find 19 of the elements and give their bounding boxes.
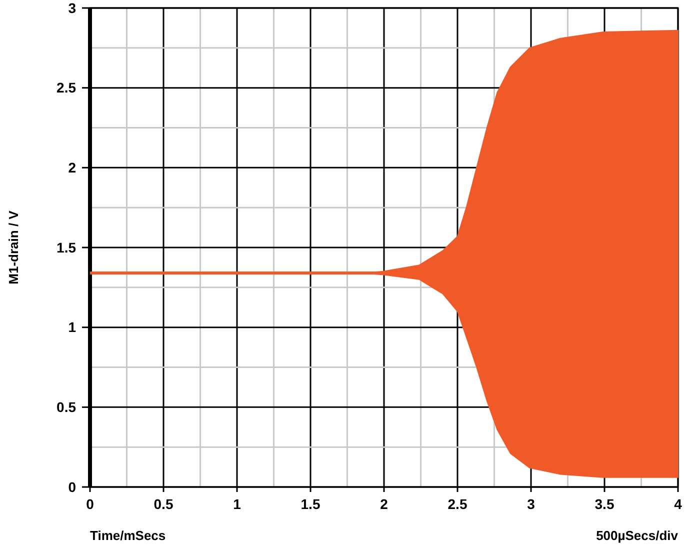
x-tick-label: 2.5 xyxy=(448,496,468,512)
y-axis-title: M1-drain / V xyxy=(6,210,21,284)
y-tick-label: 0.5 xyxy=(56,399,76,416)
y-tick-label: 1.5 xyxy=(56,239,76,256)
y-tick-label: 0 xyxy=(68,478,76,495)
x-tick-label: 3 xyxy=(527,496,536,512)
x-tick-label: 1 xyxy=(233,496,242,512)
y-tick-label: 2 xyxy=(68,160,76,176)
x-tick-label: 2 xyxy=(380,496,388,512)
x-tick-label: 0.5 xyxy=(154,496,174,512)
x-tick-label: 0 xyxy=(86,496,94,512)
x-tick-label: 1.5 xyxy=(300,496,320,512)
x-tick-label: 3.5 xyxy=(594,496,614,512)
x-tick-label: 4 xyxy=(674,496,682,512)
text: 500µSecs/div xyxy=(596,528,679,543)
y-tick-label: 1 xyxy=(68,319,76,336)
y-tick-label: 2.5 xyxy=(56,80,76,96)
y-tick-label: 3 xyxy=(68,0,76,16)
x-axis-title: Time/mSecs xyxy=(90,528,166,543)
